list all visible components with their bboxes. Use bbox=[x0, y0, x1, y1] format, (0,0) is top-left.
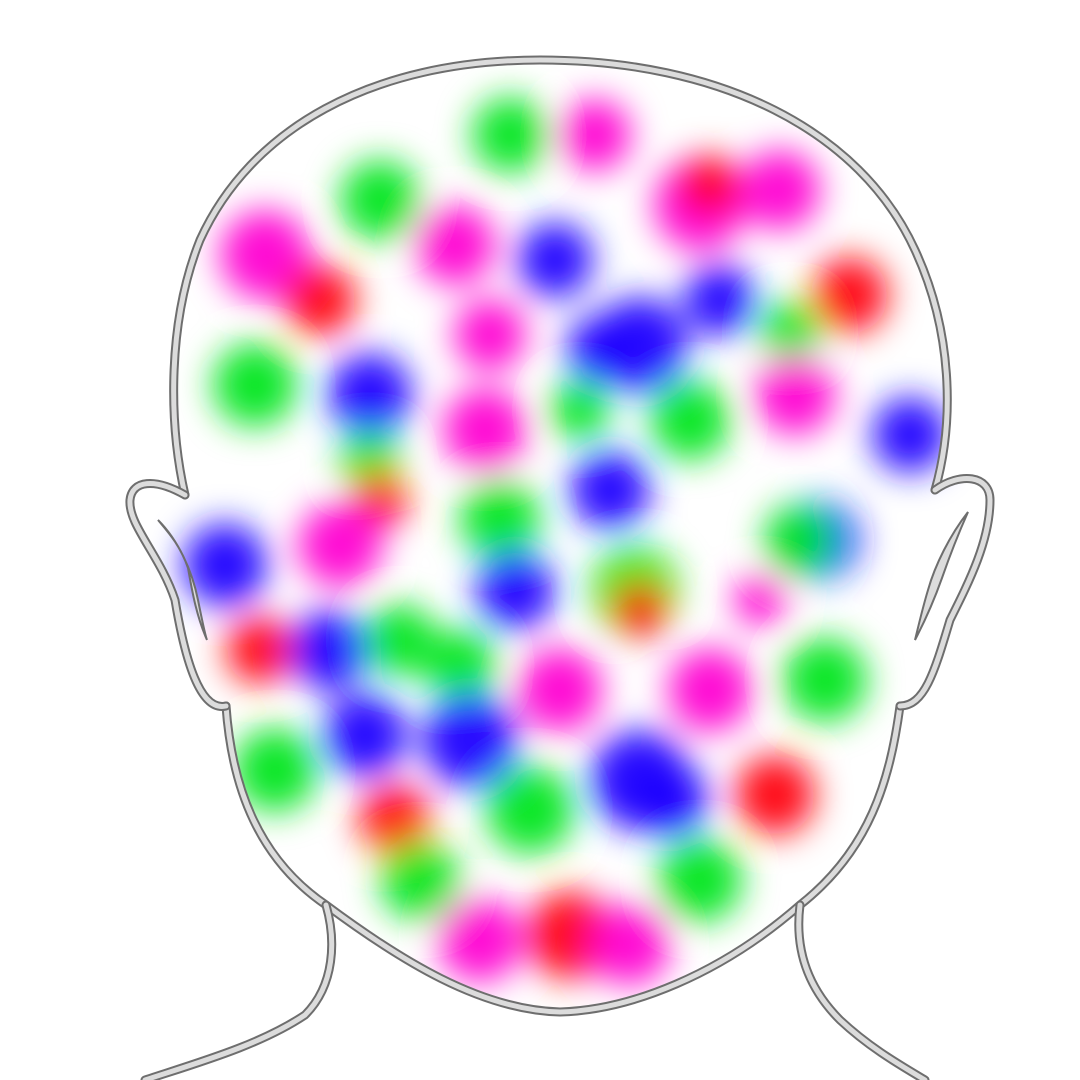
activation-spot bbox=[328, 353, 412, 437]
activation-spot bbox=[735, 755, 815, 835]
activation-spot bbox=[783, 638, 867, 722]
activation-spot bbox=[518, 648, 602, 732]
activation-spot bbox=[475, 550, 555, 630]
activation-spot bbox=[213, 343, 297, 427]
neck-left bbox=[140, 900, 337, 1080]
activation-spot bbox=[658, 838, 742, 922]
activation-spot bbox=[566, 316, 634, 384]
activation-spot bbox=[612, 582, 668, 638]
activation-spot bbox=[632, 762, 708, 838]
activation-spot bbox=[424, 629, 496, 701]
activation-spot bbox=[323, 693, 407, 777]
right-ear bbox=[895, 474, 995, 711]
activation-spot bbox=[740, 150, 820, 230]
activation-spot bbox=[550, 380, 610, 440]
activation-spot bbox=[183, 523, 267, 607]
activation-spot bbox=[668, 648, 752, 732]
activation-spot bbox=[454, 299, 526, 371]
activation-spot bbox=[872, 397, 948, 473]
activation-spot bbox=[290, 610, 370, 690]
activation-spot bbox=[684, 264, 756, 336]
activation-spot bbox=[298, 503, 382, 587]
activation-spot bbox=[760, 300, 820, 360]
head-outline bbox=[125, 55, 995, 1080]
activation-spot bbox=[812, 257, 888, 333]
activation-spot bbox=[650, 380, 730, 460]
activation-spot bbox=[517, 222, 593, 298]
activation-spot bbox=[460, 480, 540, 560]
activation-spot bbox=[438, 898, 522, 982]
activation-spot bbox=[472, 97, 548, 173]
activation-spot bbox=[755, 355, 835, 435]
activation-spot bbox=[364, 604, 436, 676]
activation-spot bbox=[486, 766, 574, 854]
activation-spot bbox=[284, 264, 356, 336]
activation-spot bbox=[443, 388, 527, 472]
activation-spot bbox=[226, 616, 294, 684]
activation-spot bbox=[734, 574, 786, 626]
left-ear-inner bbox=[157, 519, 208, 641]
activation-spots bbox=[183, 97, 948, 985]
activation-spot bbox=[380, 840, 460, 920]
activation-spot bbox=[415, 205, 495, 285]
activation-spot bbox=[422, 692, 518, 788]
activation-spot bbox=[233, 728, 317, 812]
activation-spot bbox=[570, 450, 650, 530]
activation-spot bbox=[680, 155, 740, 215]
activation-spot bbox=[590, 905, 670, 985]
activation-spot bbox=[220, 210, 310, 300]
activation-spot bbox=[764, 504, 836, 576]
activation-spot bbox=[559, 99, 631, 171]
activation-spot bbox=[359, 784, 431, 856]
right-ear-inner bbox=[914, 511, 969, 641]
activation-spot bbox=[340, 160, 420, 240]
